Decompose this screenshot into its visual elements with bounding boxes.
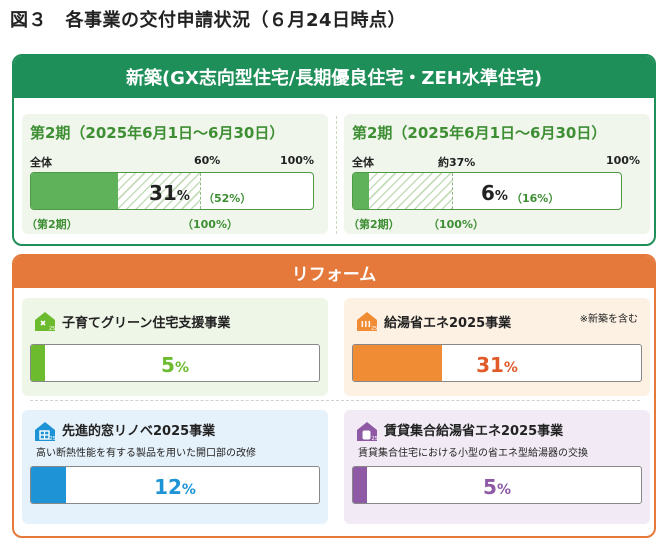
period-share: （52%）	[203, 192, 252, 205]
svg-text:25: 25	[372, 436, 378, 442]
card-note: ※新築を含む	[579, 314, 638, 325]
card-name: 先進的窓リノベ2025事業	[62, 424, 216, 439]
boiler-icon: 25	[357, 422, 378, 442]
reform-panel: リフォーム 25 子育てグリーン住宅支援事業 5% 25 給湯省エネ2025事業…	[12, 254, 656, 538]
card-description: 賃貸集合住宅における小型の省エネ型給湯器の交換	[358, 448, 588, 459]
progress-value: 5%	[161, 353, 189, 377]
period-boundary	[200, 173, 202, 209]
progress-bar: 5%	[30, 344, 320, 382]
progress-fill	[353, 345, 443, 381]
figure-title: 図３ 各事業の交付申請状況（６月24日時点）	[10, 10, 407, 31]
reform-card-kosodate: 25 子育てグリーン住宅支援事業 5%	[22, 298, 328, 396]
reform-card-mado: 25 先進的窓リノベ2025事業 高い断熱性能を有する製品を用いた開口部の改修 …	[22, 410, 328, 524]
period-title: 第2期（2025年6月1日〜6月30日）	[352, 124, 607, 142]
progress-bar: 31%	[352, 344, 642, 382]
progress-value: 6%	[481, 181, 508, 205]
shinchiku-heading: 新築(GX志向型住宅/長期優良住宅・ZEH水準住宅)	[14, 56, 654, 98]
shinchiku-panel: 新築(GX志向型住宅/長期優良住宅・ZEH水準住宅) 第2期（2025年6月1日…	[12, 54, 656, 246]
period-share: （16%）	[511, 192, 560, 205]
axis-label-mid: 約37%	[438, 156, 476, 169]
below-label-period: （第2期）	[348, 218, 400, 231]
axis-label-mid: 60%	[194, 154, 221, 167]
period-title: 第2期（2025年6月1日〜6月30日）	[30, 124, 285, 142]
progress-value: 12%	[154, 475, 196, 499]
svg-text:25: 25	[371, 326, 377, 332]
reform-card-kyuto: 25 給湯省エネ2025事業 ※新築を含む 31%	[344, 298, 650, 396]
below-label-period: （第2期）	[26, 218, 78, 231]
window-icon: 25	[35, 422, 56, 442]
period-boundary	[452, 173, 454, 209]
progress-fill	[31, 467, 66, 503]
panel-divider	[336, 116, 337, 234]
row-divider	[30, 400, 640, 401]
progress-fill	[31, 173, 119, 209]
house-green-icon: 25	[35, 312, 55, 332]
shinchiku-period-card: 第2期（2025年6月1日〜6月30日） 全体 約37% 100% 6% （16…	[344, 114, 650, 234]
svg-text:25: 25	[50, 436, 56, 442]
progress-value: 31%	[476, 353, 518, 377]
progress-bar: 31% （52%）	[30, 172, 314, 210]
svg-text:25: 25	[49, 326, 55, 332]
card-name: 賃貸集合給湯省エネ2025事業	[384, 424, 564, 439]
below-label-100: （100%）	[182, 218, 238, 231]
card-name: 給湯省エネ2025事業	[384, 316, 512, 331]
progress-fill	[353, 467, 368, 503]
period-hatch	[369, 173, 453, 209]
progress-value: 31%	[149, 181, 190, 205]
axis-label-max: 100%	[606, 154, 640, 167]
progress-bar: 5%	[352, 466, 642, 504]
progress-value: 5%	[483, 475, 511, 499]
reform-heading: リフォーム	[14, 256, 654, 288]
period-hatch	[118, 173, 201, 209]
progress-bar: 12%	[30, 466, 320, 504]
card-description: 高い断熱性能を有する製品を用いた開口部の改修	[36, 448, 256, 459]
progress-fill	[353, 173, 370, 209]
progress-bar: 6% （16%）	[352, 172, 622, 210]
card-name: 子育てグリーン住宅支援事業	[62, 316, 231, 331]
progress-fill	[31, 345, 46, 381]
axis-label-max: 100%	[280, 154, 314, 167]
reform-card-chintai: 25 賃貸集合給湯省エネ2025事業 賃貸集合住宅における小型の省エネ型給湯器の…	[344, 410, 650, 524]
axis-label-total: 全体	[352, 156, 374, 169]
shinchiku-period-card: 第2期（2025年6月1日〜6月30日） 全体 60% 100% 31% （52…	[22, 114, 328, 234]
below-label-100: （100%）	[428, 218, 484, 231]
axis-label-total: 全体	[30, 156, 52, 169]
water-heater-icon: 25	[357, 312, 377, 332]
